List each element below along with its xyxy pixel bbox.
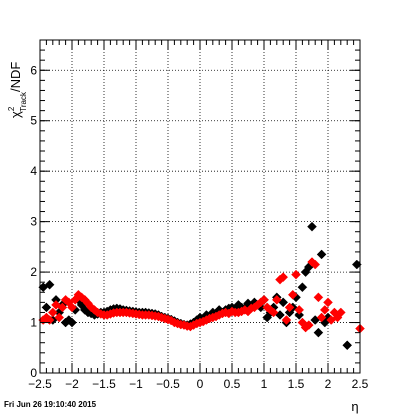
y-tick-label: 1 [30, 316, 37, 330]
data-point-series-1 [323, 297, 333, 308]
x-tick-label: 2.5 [352, 377, 369, 391]
y-tick-label: 0 [30, 366, 37, 380]
data-point-series-1 [313, 292, 324, 303]
y-axis-title-suffix: /NDF [8, 62, 23, 92]
x-tick-label: 1 [261, 377, 268, 391]
data-point-series-0 [294, 310, 305, 320]
x-tick-label: 0 [197, 377, 204, 391]
data-point-series-0 [313, 327, 324, 338]
data-point-series-0 [316, 249, 327, 260]
data-point-series-0 [297, 282, 308, 293]
data-point-series-1 [54, 312, 65, 323]
footer-timestamp: Fri Jun 26 19:10:40 2015 [4, 400, 97, 409]
data-point-series-1 [259, 294, 269, 305]
x-tick-label: 2 [325, 377, 332, 391]
data-point-series-0 [307, 221, 317, 232]
x-tick-label: −0.5 [156, 377, 180, 391]
data-point-series-0 [342, 340, 353, 351]
data-point-series-1 [335, 307, 346, 318]
y-tick-label: 2 [30, 265, 37, 279]
data-point-series-1 [319, 305, 330, 315]
y-tick-labels: 0 1 2 3 4 5 6 [30, 63, 37, 380]
y-axis-title-main: χ [8, 111, 23, 118]
x-tick-label: 0.5 [224, 377, 241, 391]
axis-ticks [39, 39, 361, 374]
data-point-series-1 [47, 307, 58, 318]
x-tick-label: −2.5 [28, 377, 52, 391]
data-point-series-1 [303, 320, 314, 330]
data-point-series-1 [278, 272, 289, 282]
y-axis-title-sub: Track [19, 91, 28, 112]
data-point-series-1 [287, 289, 298, 300]
y-tick-label: 5 [30, 114, 37, 128]
data-point-series-1 [271, 294, 282, 305]
x-axis-title: η [351, 399, 358, 414]
data-point-series-1 [284, 302, 295, 313]
y-axis-title: χ2 Track/NDF [7, 62, 28, 118]
data-point-series-0 [41, 302, 52, 313]
data-point-series-1 [268, 307, 279, 318]
x-tick-label: −1.5 [92, 377, 116, 391]
data-point-series-0 [44, 279, 55, 290]
y-axis-title-sup: 2 [7, 106, 16, 111]
x-tick-label: −2 [65, 377, 79, 391]
x-tick-label: 1.5 [288, 377, 305, 391]
data-point-series-0 [67, 317, 77, 328]
y-tick-label: 6 [30, 63, 37, 77]
data-point-series-1 [294, 305, 305, 315]
data-point-series-1 [291, 269, 301, 280]
data-point-series-1 [281, 315, 292, 325]
data-point-series-1 [67, 302, 77, 313]
x-tick-label: −1 [129, 377, 143, 391]
x-tick-labels: −2.5 −2 −1.5 −1 −0.5 0 0.5 1 1.5 2 2.5 [28, 377, 369, 391]
data-point-series-1 [57, 302, 68, 313]
y-tick-label: 4 [30, 164, 37, 178]
y-tick-label: 3 [30, 215, 37, 229]
data-point-series-1 [316, 312, 327, 323]
data-point-series-1 [310, 259, 321, 270]
